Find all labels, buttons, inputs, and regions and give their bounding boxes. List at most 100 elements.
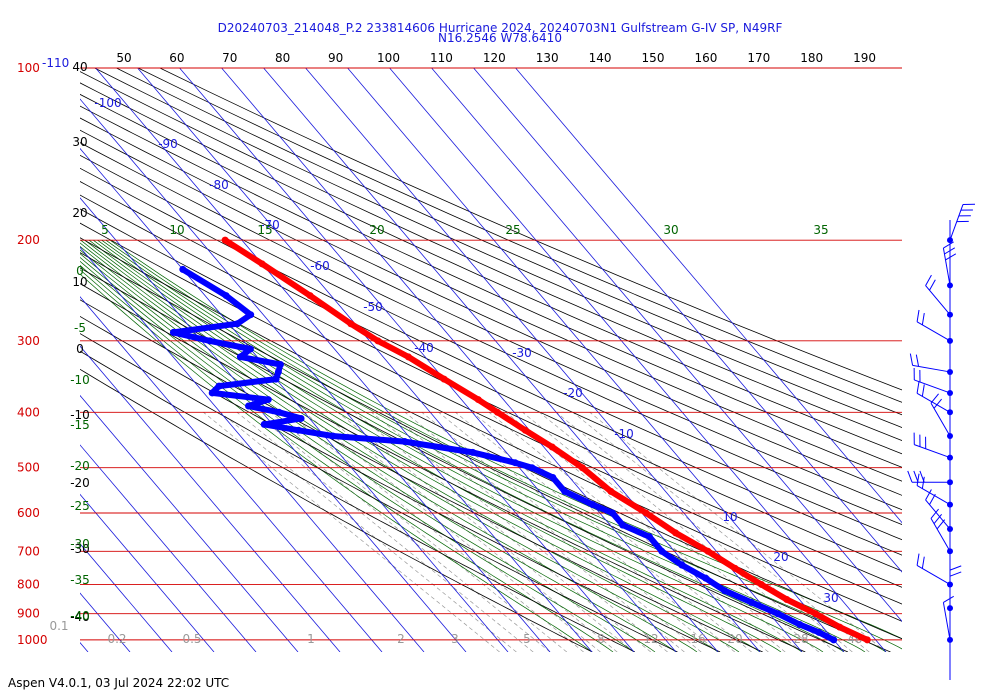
dewpoint-point [830,636,838,644]
isotherm-line [80,444,257,652]
moist-adiabat-line [88,239,824,652]
wind-barb-staff [914,444,951,459]
moist-adiabat-label: 30 [663,223,678,237]
isotherm-line [80,641,89,652]
moist-adiabat-label: -15 [70,418,90,432]
dewpoint-point [260,420,268,428]
top-isotherm-label: -110 [42,56,69,70]
moist-adiabat-label: -40 [70,609,90,623]
pressure-label: 700 [17,544,40,558]
dewpoint-point [274,368,282,376]
isotherm-label: -10 [614,427,634,441]
dewpoint-point [275,408,283,416]
dewpoint-point [747,598,755,606]
dewpoint-point [658,547,666,555]
dewpoint-point [297,414,305,422]
dewpoint-point [702,574,710,582]
dewpoint-point [179,265,187,273]
isotherm-line [179,68,677,652]
dewpoint-point [528,464,536,472]
temperature-point [548,443,556,451]
isotherm-label: -60 [310,259,330,273]
wind-barb-flag [925,274,932,286]
dry-adiabat-line [80,154,902,541]
dry-adiabat-line [80,71,902,442]
isotherm-label: 30 [823,591,838,605]
isotherm-line [80,493,215,652]
isotherm-line [431,68,902,623]
wind-barb-flag [945,253,957,261]
left-axis-tick-label: 10 [72,275,87,289]
moist-adiabat-label: 10 [169,223,184,237]
chart-title-line-1: D20240703_214048_P.2 233814606 Hurricane… [217,21,783,35]
temperature-point [493,408,501,416]
moist-adiabat-line [80,253,698,652]
mixing-ratio-line [287,412,584,652]
dry-adiabat-line [80,194,902,588]
temperature-point [731,564,739,572]
moist-adiabat-label: -5 [74,321,86,335]
mixing-ratio-line [539,412,836,652]
isotherm-line [0,68,46,652]
wind-barb-flag [949,571,962,577]
moist-adiabat-label: 20 [369,223,384,237]
mixing-ratio-label: 8 [597,632,605,646]
temperature-point [836,623,844,631]
moist-adiabat-label: -25 [70,499,90,513]
dewpoint-point [169,328,177,336]
mixing-ratio-line [472,412,769,652]
isotherm-label: -40 [414,341,434,355]
temperature-point [757,580,765,588]
top-axis-tick-label: 90 [328,51,343,65]
wind-barb-staff [930,518,951,552]
dry-adiabat-line [80,142,902,525]
isotherm-line [80,543,173,652]
isotherm-line [389,68,887,652]
wind-barb-flag [921,556,925,569]
isotherm-label: 10 [722,510,737,524]
mixing-ratio-line [236,412,534,652]
mixing-ratio-line [337,412,635,652]
moist-adiabat-line [80,239,782,652]
moist-adiabat-label: 35 [813,223,828,237]
dry-adiabat-line [80,299,763,652]
temperature-point [863,636,871,644]
moist-adiabat-label: -30 [70,537,90,551]
moist-adiabat-line [101,239,887,652]
dry-adiabat-line [80,129,902,511]
dry-adiabat-line [80,350,636,652]
temperature-profile-line [222,237,871,643]
mixing-ratio-label: 0.5 [182,632,201,646]
wind-barb-flag [930,508,939,519]
temperature-point [578,464,586,472]
mixing-ratio-label: 0.2 [107,632,126,646]
isotherm-line [80,98,551,652]
left-axis-tick-label: -30 [70,542,90,556]
dewpoint-point [774,610,782,618]
isotherm-line [347,68,845,652]
isotherm-line [80,592,131,652]
temperature-point [521,426,529,434]
wind-barb-flag [907,470,913,483]
moist-adiabat-line [105,239,902,650]
dewpoint-point [276,361,284,369]
left-axis-tick-label: 20 [72,206,87,220]
dewpoint-point [401,438,409,446]
dry-adiabat-line [80,237,902,640]
left-axis-tick-label: -10 [70,408,90,422]
mixing-ratio-label: 0.1 [49,619,68,633]
dewpoint-point [619,521,627,529]
dewpoint-point [329,432,337,440]
wind-barb-flag [929,279,936,291]
pressure-label: 1000 [17,633,48,647]
mixing-ratio-label: 12 [643,632,658,646]
moist-adiabat-line [80,256,677,652]
wind-barb-flag [936,519,946,530]
wind-barb-staff [914,379,951,394]
mixing-ratio-line [203,412,500,652]
dewpoint-point [222,292,230,300]
temperature-point [404,353,412,361]
pressure-label: 500 [17,461,40,475]
footer-text: Aspen V4.0.1, 03 Jul 2024 22:02 UTC [8,676,230,690]
dewpoint-point [589,501,597,509]
